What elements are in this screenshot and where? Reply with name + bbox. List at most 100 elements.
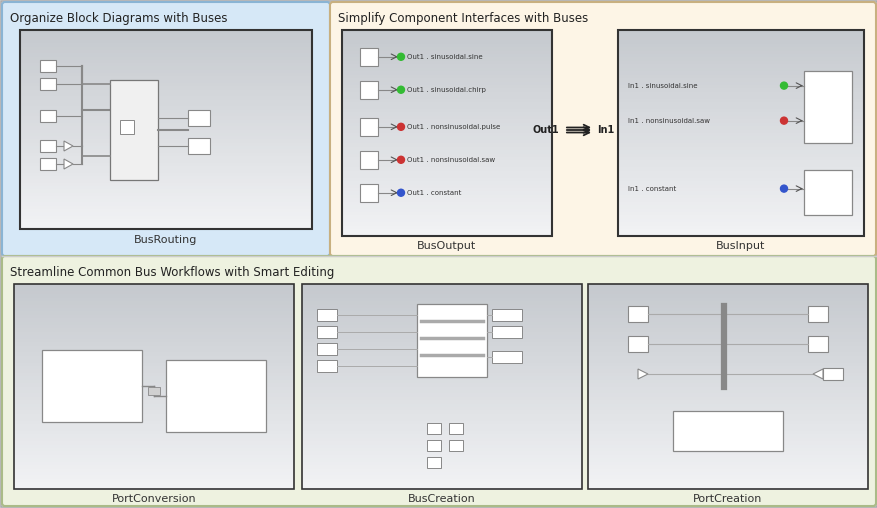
Bar [617, 181, 863, 185]
Bar [617, 153, 863, 157]
Bar [588, 458, 867, 462]
Bar [342, 178, 552, 181]
Circle shape [397, 156, 404, 163]
Bar [822, 368, 842, 380]
Bar [588, 349, 867, 353]
Bar [302, 431, 581, 435]
Bar [588, 462, 867, 466]
Bar [588, 479, 867, 483]
Bar [20, 206, 311, 210]
Bar [588, 438, 867, 441]
Bar [20, 179, 311, 183]
Bar [14, 376, 294, 380]
Polygon shape [64, 159, 73, 169]
Bar [588, 332, 867, 336]
Bar [20, 163, 311, 167]
Bar [14, 407, 294, 411]
Bar [20, 143, 311, 147]
Bar [342, 51, 552, 54]
Bar [342, 137, 552, 140]
Bar [617, 119, 863, 123]
Bar [617, 40, 863, 44]
Bar [14, 475, 294, 479]
Bar [360, 151, 378, 169]
Bar [302, 403, 581, 407]
Bar [20, 149, 311, 153]
Bar [588, 444, 867, 449]
Bar [14, 462, 294, 466]
Bar [14, 390, 294, 394]
Bar [617, 116, 863, 120]
Bar [302, 301, 581, 305]
Bar [14, 424, 294, 428]
Bar [342, 30, 552, 34]
Bar [588, 311, 867, 315]
Bar [20, 53, 311, 57]
Bar [20, 123, 311, 126]
Bar [617, 85, 863, 89]
Bar [342, 68, 552, 72]
Bar [14, 304, 294, 308]
Bar [588, 424, 867, 428]
Bar [20, 209, 311, 213]
Bar [14, 288, 294, 291]
Bar [588, 455, 867, 459]
Bar [14, 311, 294, 315]
Bar [342, 61, 552, 65]
Bar [588, 369, 867, 373]
Bar [302, 373, 581, 377]
Bar [426, 423, 440, 434]
Bar [588, 363, 867, 366]
Bar [14, 441, 294, 445]
Bar [20, 146, 311, 150]
Bar [588, 322, 867, 326]
Bar [588, 308, 867, 312]
Bar [342, 223, 552, 226]
Bar [588, 325, 867, 329]
Bar [302, 444, 581, 449]
Bar [302, 311, 581, 315]
Bar [14, 291, 294, 295]
Bar [588, 441, 867, 445]
Bar [617, 150, 863, 154]
Bar [617, 130, 863, 134]
Bar [617, 164, 863, 168]
Bar [342, 192, 552, 195]
Bar [342, 205, 552, 209]
Bar [588, 390, 867, 394]
Bar [302, 298, 581, 302]
Text: In1 . constant: In1 . constant [627, 185, 675, 192]
Bar [20, 169, 311, 173]
Bar [20, 67, 311, 70]
Bar [20, 73, 311, 77]
Bar [342, 157, 552, 161]
Bar [617, 109, 863, 113]
Bar [14, 383, 294, 387]
Bar [342, 164, 552, 168]
Bar [617, 171, 863, 175]
Bar [342, 123, 552, 126]
Bar [588, 335, 867, 339]
Bar [20, 216, 311, 219]
Bar [342, 47, 552, 51]
Bar [20, 80, 311, 84]
Bar [20, 193, 311, 196]
Bar [617, 102, 863, 106]
Bar [588, 428, 867, 431]
Bar [617, 147, 863, 151]
Bar [448, 423, 462, 434]
Circle shape [397, 53, 404, 60]
Circle shape [780, 82, 787, 89]
Bar [627, 306, 647, 322]
Bar [14, 373, 294, 377]
Bar [588, 410, 867, 415]
Bar [166, 360, 266, 432]
Bar [14, 414, 294, 418]
Bar [360, 118, 378, 136]
Bar [302, 308, 581, 312]
Bar [588, 294, 867, 298]
Bar [617, 37, 863, 41]
Bar [627, 336, 647, 352]
Bar [302, 376, 581, 380]
Bar [617, 202, 863, 206]
